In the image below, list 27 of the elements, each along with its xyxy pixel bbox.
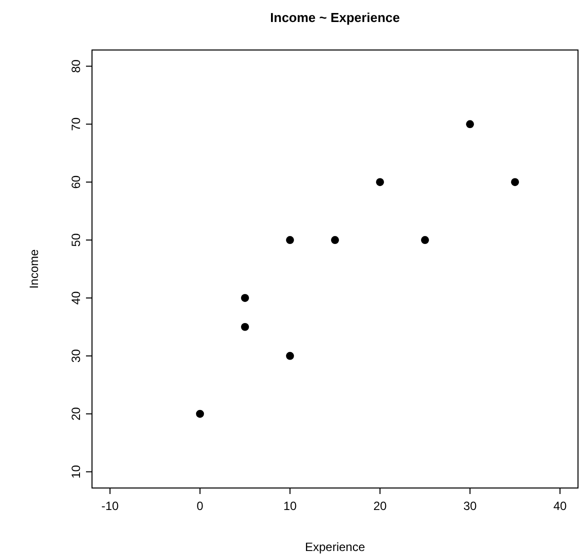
point: [196, 410, 204, 418]
point: [466, 120, 474, 128]
point: [241, 294, 249, 302]
point: [331, 236, 339, 244]
x-tick-label: -10: [101, 499, 119, 513]
x-tick-label: 10: [283, 499, 297, 513]
x-tick-label: 0: [196, 499, 204, 513]
y-axis-title: Income: [27, 249, 41, 289]
y-tick-label: 20: [69, 406, 83, 421]
y-tick-label: 80: [69, 59, 83, 73]
y-tick-label: 40: [69, 290, 83, 305]
point: [241, 322, 249, 331]
chart-title: Income ~ Experience: [270, 10, 400, 25]
y-tick-label: 50: [69, 233, 83, 247]
y-tick-label: 30: [69, 348, 83, 363]
point: [421, 236, 429, 244]
point: [286, 352, 294, 360]
y-tick-label: 10: [69, 464, 83, 478]
x-tick-label: 20: [373, 499, 387, 513]
x-tick-label: 30: [463, 499, 477, 513]
y-tick-label: 70: [69, 117, 83, 131]
point: [511, 178, 519, 186]
x-tick-label: 40: [553, 499, 567, 513]
point: [286, 236, 294, 244]
y-tick-label: 60: [69, 175, 83, 189]
point: [376, 178, 384, 186]
x-axis-title: Experience: [304, 540, 366, 554]
